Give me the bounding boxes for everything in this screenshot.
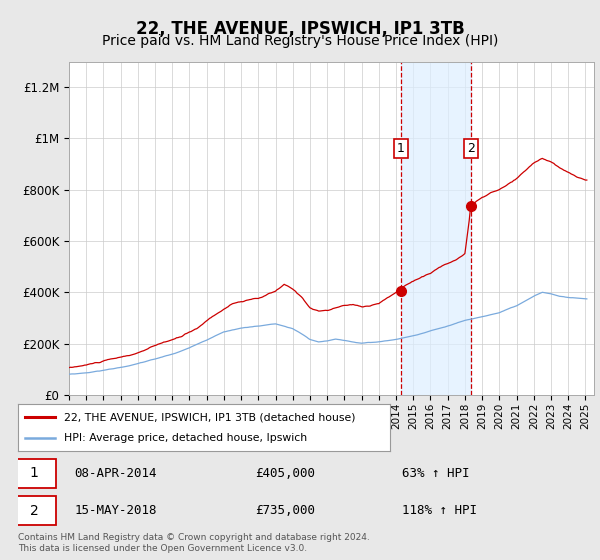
- FancyBboxPatch shape: [13, 496, 56, 525]
- Text: 22, THE AVENUE, IPSWICH, IP1 3TB (detached house): 22, THE AVENUE, IPSWICH, IP1 3TB (detach…: [65, 412, 356, 422]
- Text: Price paid vs. HM Land Registry's House Price Index (HPI): Price paid vs. HM Land Registry's House …: [102, 34, 498, 48]
- Text: £405,000: £405,000: [255, 466, 315, 480]
- Text: 22, THE AVENUE, IPSWICH, IP1 3TB: 22, THE AVENUE, IPSWICH, IP1 3TB: [136, 20, 464, 38]
- Text: Contains HM Land Registry data © Crown copyright and database right 2024.
This d: Contains HM Land Registry data © Crown c…: [18, 533, 370, 553]
- Text: 2: 2: [30, 504, 39, 517]
- Text: 118% ↑ HPI: 118% ↑ HPI: [401, 504, 476, 517]
- Text: 1: 1: [397, 142, 404, 155]
- Text: 08-APR-2014: 08-APR-2014: [74, 466, 157, 480]
- FancyBboxPatch shape: [13, 459, 56, 488]
- Text: £735,000: £735,000: [255, 504, 315, 517]
- Bar: [401, 62, 471, 395]
- Text: 15-MAY-2018: 15-MAY-2018: [74, 504, 157, 517]
- Text: 63% ↑ HPI: 63% ↑ HPI: [401, 466, 469, 480]
- Text: 2: 2: [467, 142, 475, 155]
- Text: 1: 1: [30, 466, 39, 480]
- Text: HPI: Average price, detached house, Ipswich: HPI: Average price, detached house, Ipsw…: [65, 433, 308, 443]
